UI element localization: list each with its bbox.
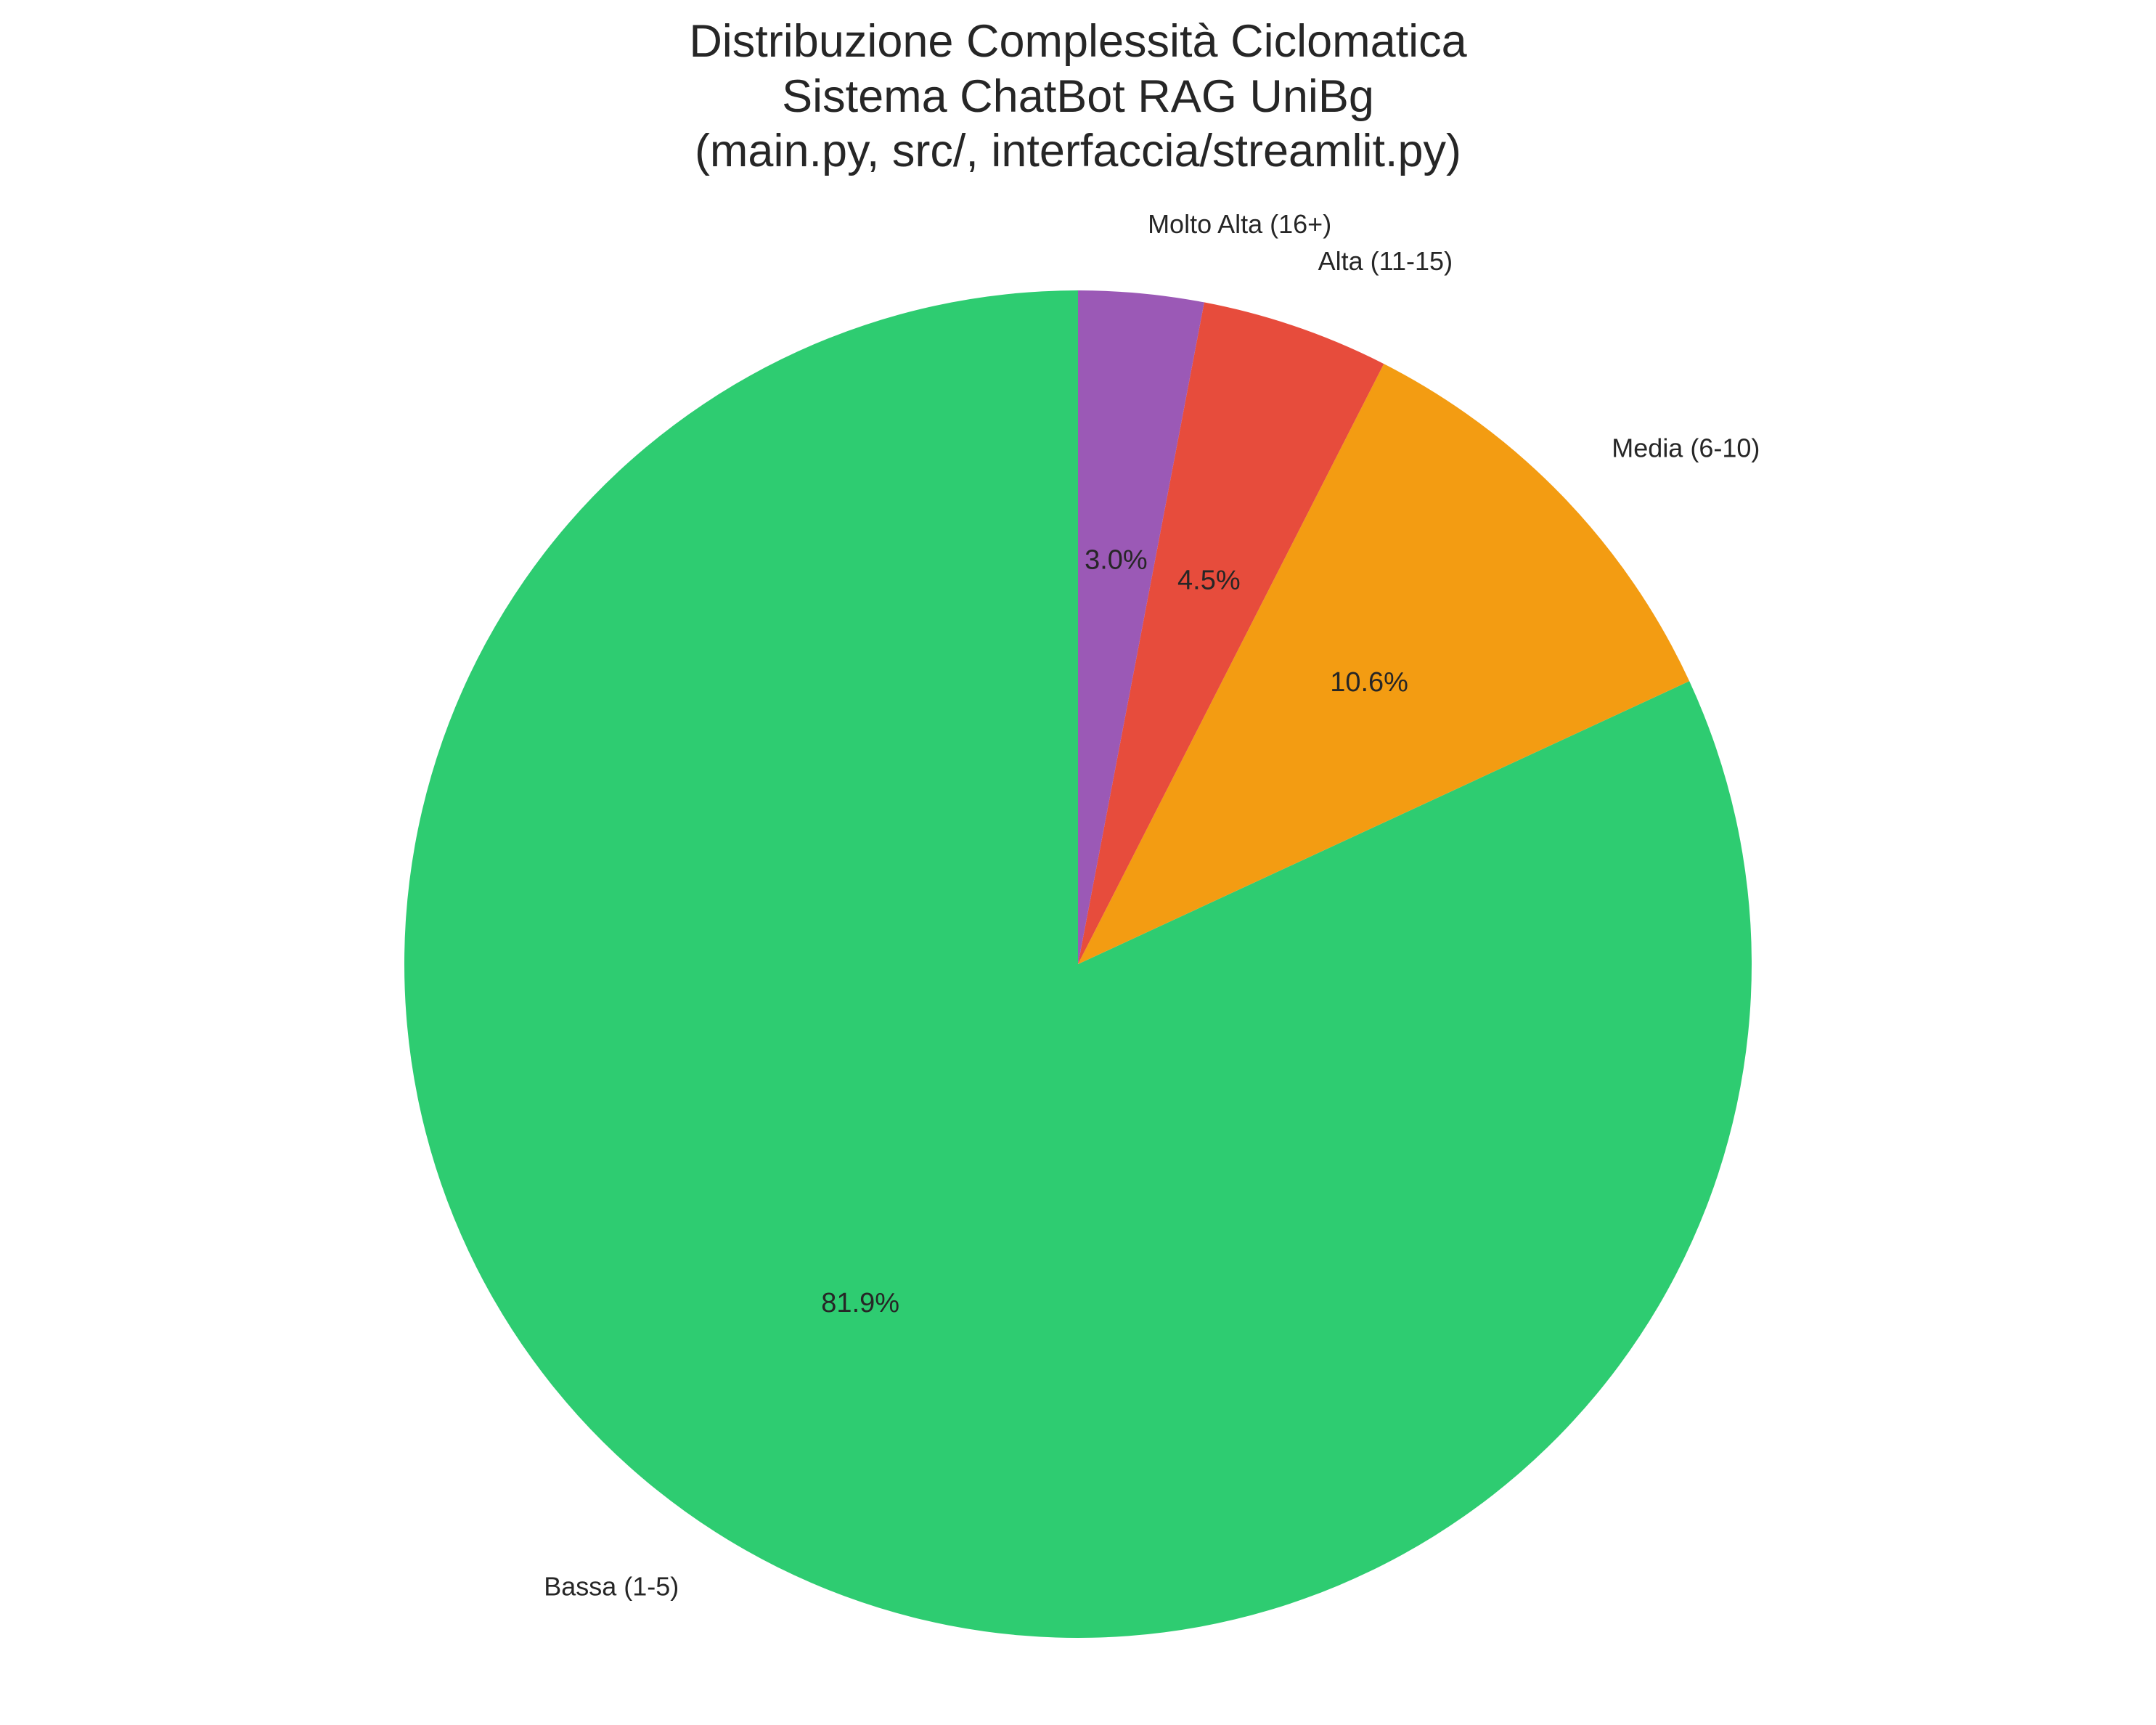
slice-label-molto-alta-16: Molto Alta (16+)	[1148, 209, 1331, 239]
pie-slices	[404, 290, 1752, 1638]
pie-slice-bassa-1-5	[404, 290, 1752, 1638]
pie-slice-molto-alta-16	[1078, 290, 1204, 964]
chart-title-line-1: Distribuzione Complessità Ciclomatica	[689, 16, 1467, 67]
pct-label-bassa-1-5: 81.9%	[821, 1288, 899, 1318]
chart-title-line-3: (main.py, src/, interfaccia/streamlit.py…	[695, 126, 1461, 176]
chart-title: Distribuzione Complessità Ciclomatica Si…	[689, 16, 1467, 176]
pie-slice-labels: Bassa (1-5) Media (6-10) Alta (11-15) Molto…	[544, 209, 1760, 1601]
pct-label-media-6-10: 10.6%	[1330, 667, 1408, 698]
pie-slice-alta-11-15	[1078, 302, 1384, 964]
pct-label-molto-alta-16: 3.0%	[1085, 545, 1148, 576]
chart-title-line-2: Sistema ChatBot RAG UniBg	[782, 71, 1374, 122]
pct-label-alta-11-15: 4.5%	[1177, 565, 1241, 595]
pie-percent-labels: 81.9% 10.6% 4.5% 3.0%	[821, 545, 1408, 1319]
slice-label-bassa-1-5: Bassa (1-5)	[544, 1572, 679, 1602]
slice-label-alta-11-15: Alta (11-15)	[1318, 246, 1453, 276]
pie-slice-media-6-10	[1078, 364, 1690, 964]
slice-label-media-6-10: Media (6-10)	[1612, 433, 1760, 462]
